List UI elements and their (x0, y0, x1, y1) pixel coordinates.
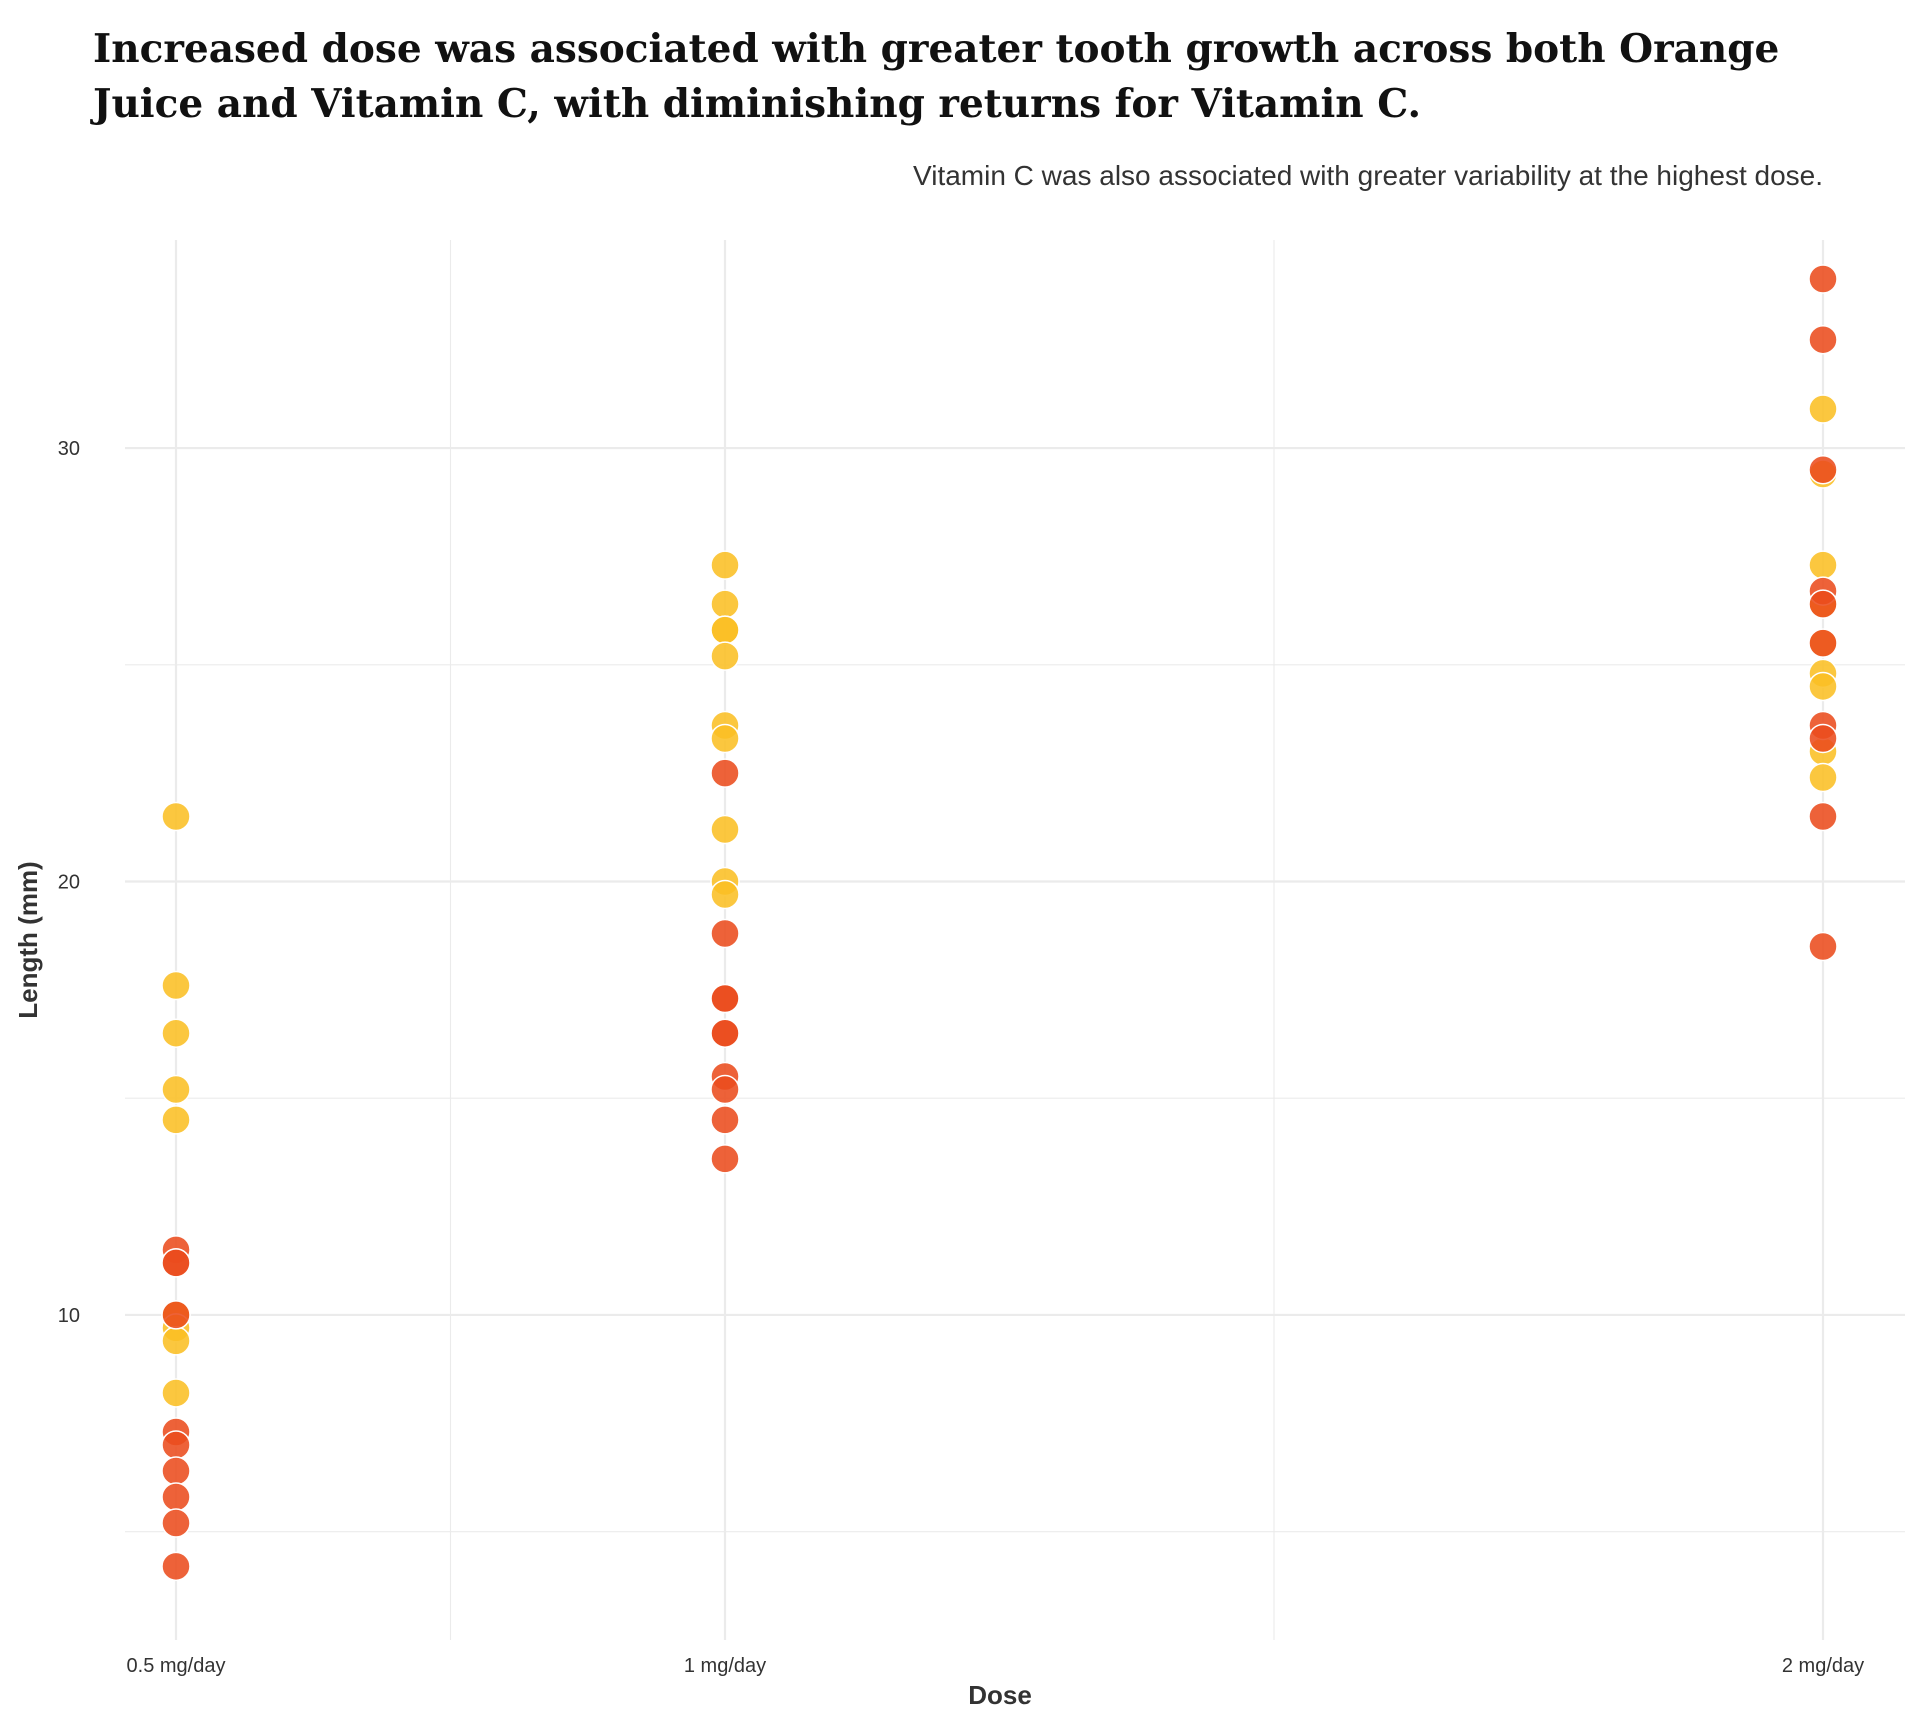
data-point (1808, 454, 1838, 485)
data-point (1808, 589, 1838, 619)
y-tick-label: 30 (58, 438, 80, 460)
data-point (161, 1456, 191, 1486)
data-point (710, 723, 740, 754)
data-point (710, 983, 740, 1014)
data-point (161, 1105, 191, 1135)
data-point (710, 550, 740, 580)
data-point (710, 1074, 740, 1105)
y-tick-label: 10 (58, 1305, 80, 1327)
data-point (1808, 550, 1838, 580)
data-point (161, 1300, 191, 1330)
tick-labels: 10 20 30 0.5 mg/day 1 mg/day 2 mg/day (58, 438, 1864, 1677)
data-point (161, 1551, 191, 1582)
data-point (161, 970, 191, 1001)
data-point (1808, 324, 1838, 355)
data-point (710, 589, 740, 619)
data-point (1808, 931, 1838, 962)
data-point (1808, 723, 1838, 754)
data-point (710, 1105, 740, 1135)
data-point (710, 879, 740, 910)
data-point (1808, 264, 1838, 294)
data-point (161, 1482, 191, 1512)
data-point (710, 758, 740, 788)
data-point (161, 801, 191, 832)
data-point (161, 1018, 191, 1048)
x-tick-label: 1 mg/day (684, 1655, 766, 1677)
data-point (161, 1430, 191, 1460)
y-tick-label: 20 (58, 871, 80, 893)
chart-title: Increased dose was associated with great… (93, 26, 1780, 127)
data-point (710, 1144, 740, 1174)
data-point (710, 814, 740, 845)
x-tick-label: 2 mg/day (1782, 1655, 1864, 1677)
data-point (710, 1018, 740, 1048)
data-point (161, 1508, 191, 1538)
data-point (1808, 801, 1838, 832)
data-points (161, 264, 1838, 1582)
y-axis-title: Length (mm) (13, 861, 43, 1018)
data-point (161, 1248, 191, 1278)
data-point (1808, 394, 1838, 424)
data-point (1808, 671, 1838, 702)
data-point (710, 641, 740, 671)
data-point (1808, 762, 1838, 793)
data-point (161, 1326, 191, 1356)
data-point (710, 615, 740, 645)
x-tick-label: 0.5 mg/day (127, 1655, 226, 1677)
data-point (1808, 628, 1838, 658)
data-point (710, 918, 740, 949)
chart-subtitle: Vitamin C was also associated with great… (913, 160, 1823, 191)
grid-lines (125, 240, 1905, 1640)
x-axis-title: Dose (968, 1680, 1032, 1710)
data-point (161, 1074, 191, 1105)
data-point (161, 1378, 191, 1408)
